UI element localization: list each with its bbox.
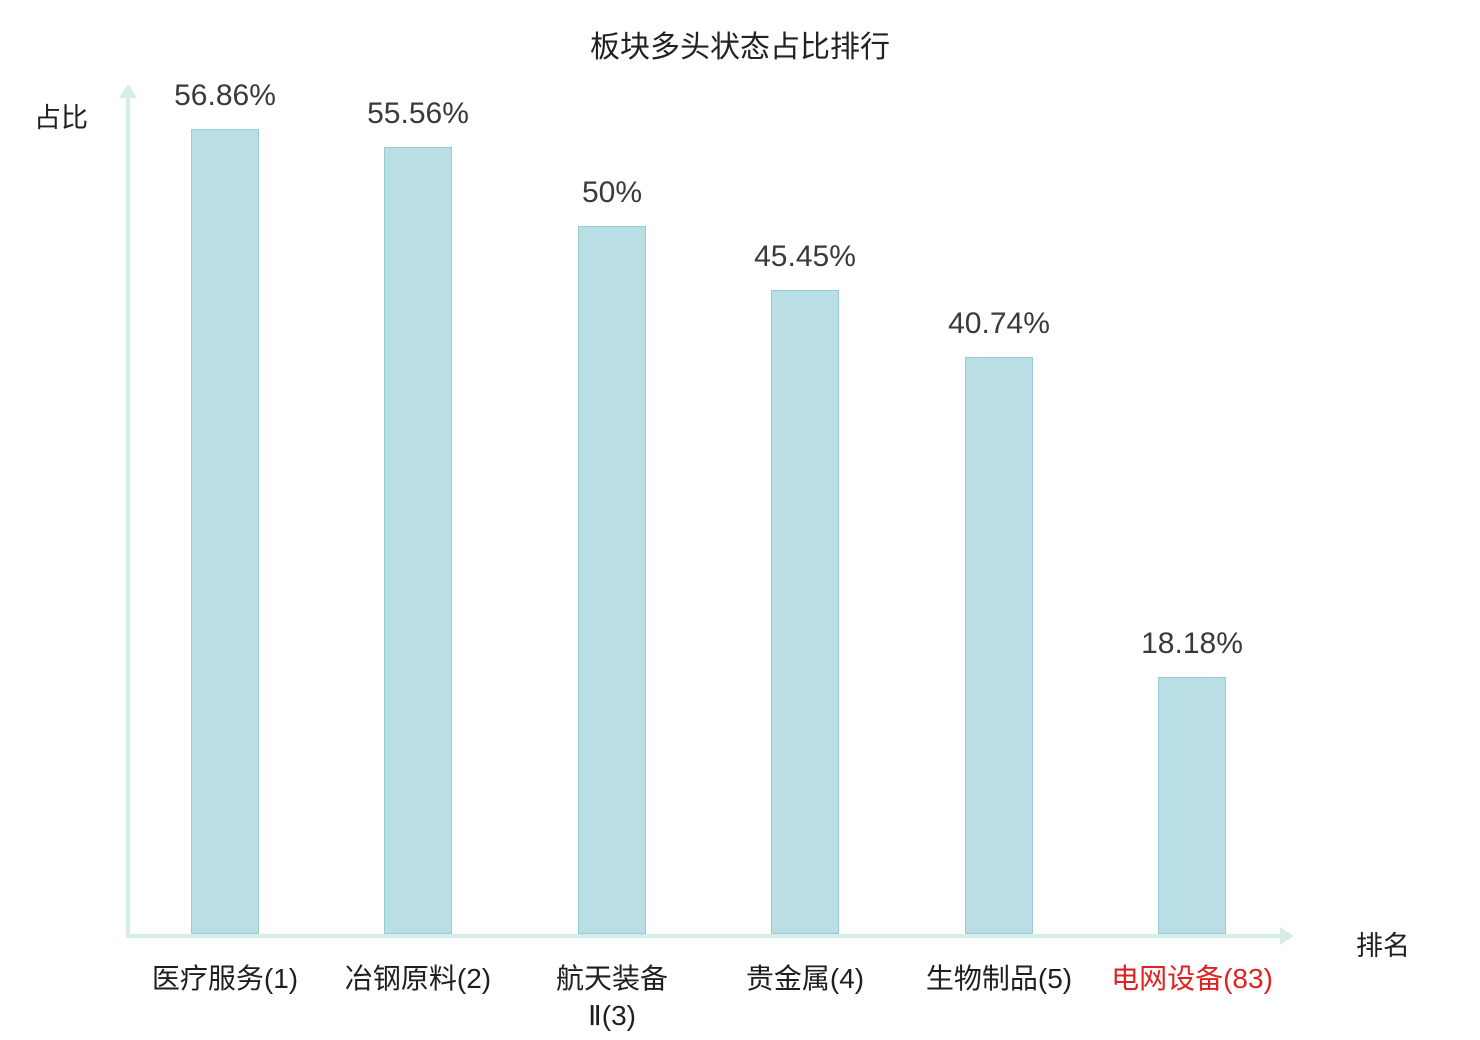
y-axis-label: 占比 [34, 103, 88, 133]
bar-category-label: 电网设备(83) [1111, 963, 1273, 994]
x-axis-arrow-icon [1280, 927, 1294, 945]
bar-value-label: 40.74% [948, 307, 1050, 340]
bar [191, 129, 259, 934]
bar [965, 357, 1033, 934]
bar [771, 290, 839, 934]
y-axis-line [126, 96, 130, 938]
x-axis-line [126, 934, 1282, 938]
bar-category-label: 冶钢原料(2) [344, 963, 492, 994]
bar [1158, 677, 1226, 934]
bar [384, 147, 452, 934]
bar [578, 226, 646, 934]
bar-value-label: 45.45% [754, 240, 856, 273]
bar-value-label: 55.56% [367, 97, 469, 130]
bar-value-label: 50% [581, 176, 643, 209]
bar-category-label: 航天装备 Ⅱ(3) [555, 963, 668, 1031]
bar-category-label: 医疗服务(1) [151, 963, 299, 994]
bar-value-label: 56.86% [174, 79, 276, 112]
chart-title: 板块多头状态占比排行 [590, 31, 890, 64]
x-axis-label: 排名 [1356, 931, 1410, 961]
bar-value-label: 18.18% [1141, 627, 1243, 660]
bar-category-label: 生物制品(5) [925, 963, 1073, 994]
y-axis-arrow-icon [119, 84, 137, 98]
bar-category-label: 贵金属(4) [745, 963, 865, 994]
